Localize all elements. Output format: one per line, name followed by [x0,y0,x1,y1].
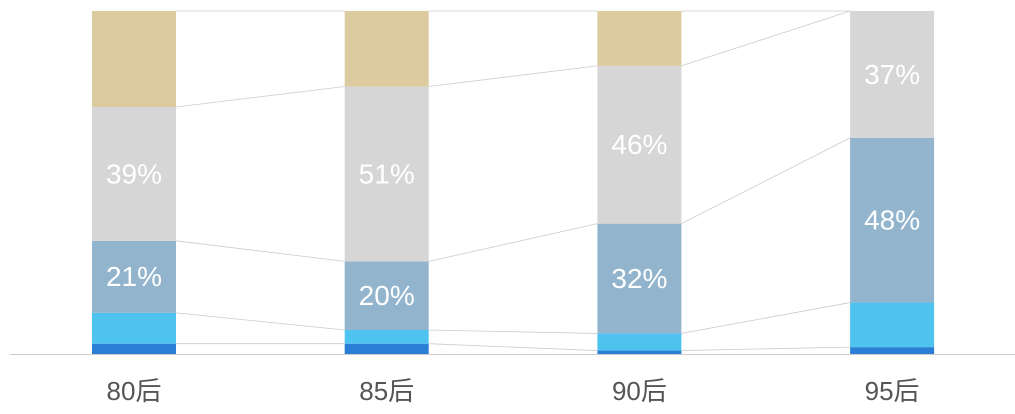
bar-segment [597,223,682,334]
bar-segment [597,11,682,66]
value-label: 37% [864,59,920,90]
bar-segment [850,302,935,348]
bar-segment [850,137,935,303]
bar-segment [850,11,935,138]
connector [175,240,345,262]
connector [681,137,851,225]
bar-segment [344,343,429,354]
x-tick-label: 80后 [107,376,162,406]
value-label: 32% [611,263,667,294]
connector [428,343,598,351]
connector [681,10,851,67]
connector [175,86,345,108]
bar-segment [92,11,176,108]
bar-segment [92,107,176,241]
x-tick-label: 95后 [865,376,920,406]
bar-segment [597,333,682,351]
value-label: 21% [106,261,162,292]
bar-segment [344,329,429,344]
value-label: 20% [359,280,415,311]
bar-segment [850,347,935,354]
x-tick-label: 90后 [612,376,667,406]
connector [681,302,851,334]
bar-segment [344,261,429,330]
bar-segment [92,312,176,344]
connector [175,312,345,331]
connector [428,223,598,262]
bar-segment [597,350,682,354]
bar-segment [344,11,429,87]
connector [428,65,598,87]
value-label: 39% [106,158,162,189]
connector [428,329,598,334]
x-tick-label: 85后 [359,376,414,406]
value-label: 46% [611,129,667,160]
bar-segment [92,343,176,354]
value-label: 48% [864,205,920,236]
bar-segment [344,86,429,262]
value-label: 51% [359,158,415,189]
connector [681,346,851,351]
bar-segment [597,65,682,224]
bar-segment [92,240,176,313]
